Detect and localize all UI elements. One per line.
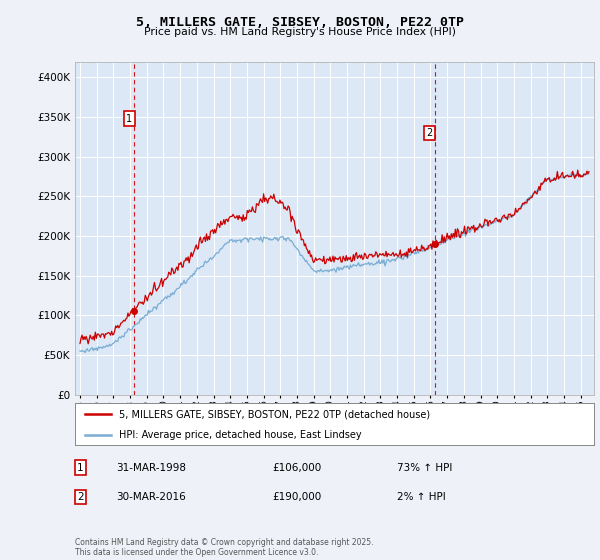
Text: HPI: Average price, detached house, East Lindsey: HPI: Average price, detached house, East… bbox=[119, 430, 362, 440]
Text: 2: 2 bbox=[427, 128, 433, 138]
Text: £106,000: £106,000 bbox=[272, 463, 322, 473]
Text: 31-MAR-1998: 31-MAR-1998 bbox=[116, 463, 187, 473]
Text: 73% ↑ HPI: 73% ↑ HPI bbox=[397, 463, 452, 473]
Text: 5, MILLERS GATE, SIBSEY, BOSTON, PE22 0TP (detached house): 5, MILLERS GATE, SIBSEY, BOSTON, PE22 0T… bbox=[119, 409, 430, 419]
Text: Price paid vs. HM Land Registry's House Price Index (HPI): Price paid vs. HM Land Registry's House … bbox=[144, 27, 456, 37]
Text: Contains HM Land Registry data © Crown copyright and database right 2025.
This d: Contains HM Land Registry data © Crown c… bbox=[75, 538, 373, 557]
Text: 30-MAR-2016: 30-MAR-2016 bbox=[116, 492, 186, 502]
Text: 2: 2 bbox=[77, 492, 83, 502]
Text: 2% ↑ HPI: 2% ↑ HPI bbox=[397, 492, 446, 502]
Text: 1: 1 bbox=[77, 463, 83, 473]
Text: 1: 1 bbox=[126, 114, 132, 124]
Text: £190,000: £190,000 bbox=[272, 492, 322, 502]
Text: 5, MILLERS GATE, SIBSEY, BOSTON, PE22 0TP: 5, MILLERS GATE, SIBSEY, BOSTON, PE22 0T… bbox=[136, 16, 464, 29]
